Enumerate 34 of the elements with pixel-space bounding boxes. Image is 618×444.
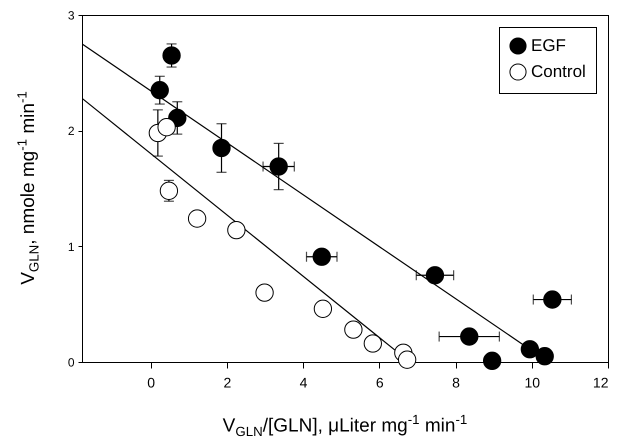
x-tick-label: 2 — [223, 374, 232, 390]
point — [398, 350, 416, 369]
point — [255, 283, 274, 302]
x-tick-label: 8 — [452, 374, 460, 390]
x-tick-label: 0 — [147, 374, 156, 390]
point — [188, 209, 206, 228]
point — [536, 347, 554, 366]
point — [520, 340, 540, 358]
point — [270, 157, 288, 176]
point — [426, 266, 444, 284]
point — [543, 290, 562, 309]
point — [460, 327, 478, 346]
x-tick-label: 12 — [592, 374, 609, 390]
point — [160, 182, 178, 200]
legend-label: EGF — [531, 36, 566, 55]
point — [482, 352, 502, 370]
legend-label: Control — [531, 62, 586, 81]
x-axis-title: V$_{GLN}$/[GLN], μLiter mg$^{-1}$ min$^{-1}$ — [222, 412, 468, 440]
y-tick-label: 1 — [68, 240, 75, 254]
x-tick-label: 4 — [300, 374, 308, 390]
point — [162, 46, 181, 65]
point — [212, 138, 231, 158]
y-tick-label: 3 — [68, 8, 75, 22]
point — [312, 248, 331, 266]
point — [344, 320, 363, 339]
point — [364, 334, 382, 353]
point — [157, 118, 176, 136]
x-tick-label: 6 — [376, 374, 384, 390]
x-tick-label: 10 — [524, 374, 540, 390]
y-tick-label: 0 — [68, 356, 75, 370]
point — [314, 300, 332, 318]
y-tick-label: 2 — [68, 124, 75, 138]
point — [150, 81, 169, 100]
point — [227, 220, 246, 240]
